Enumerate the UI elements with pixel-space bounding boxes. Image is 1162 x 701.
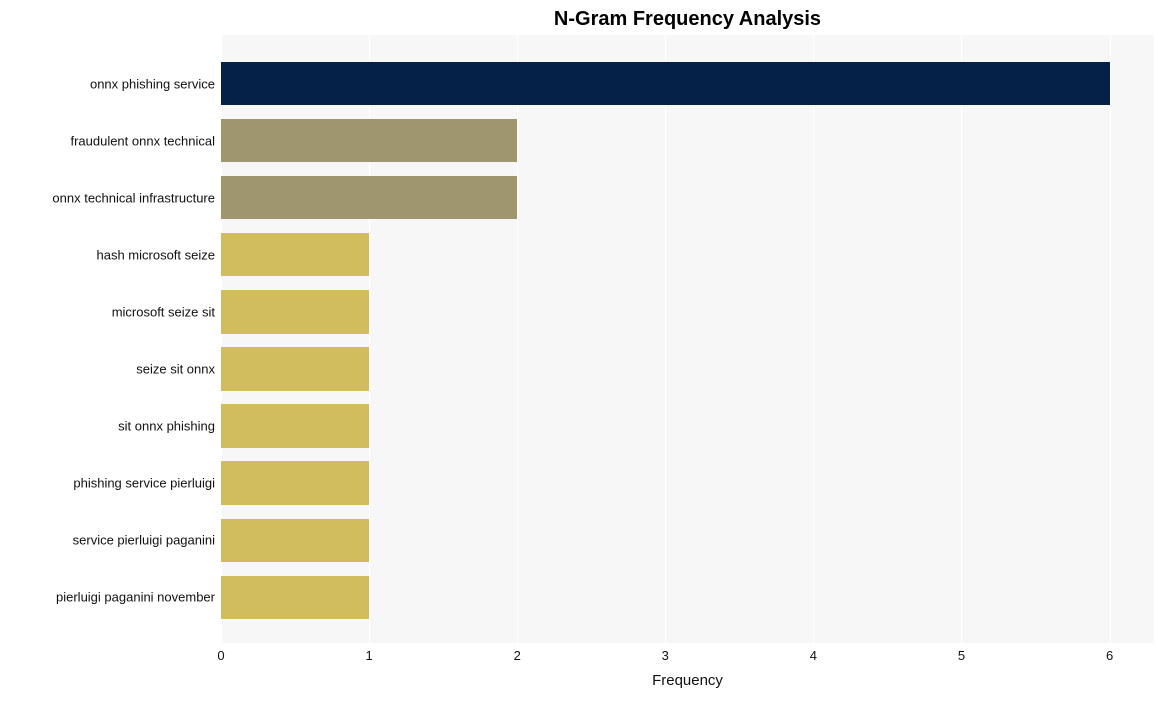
x-tick-label: 3 bbox=[662, 648, 669, 663]
y-tick-label: onnx technical infrastructure bbox=[0, 191, 215, 204]
y-tick-label: pierluigi paganini november bbox=[0, 591, 215, 604]
bar bbox=[221, 62, 1110, 105]
bar bbox=[221, 519, 369, 562]
bar bbox=[221, 347, 369, 390]
x-axis-tick-labels: 0123456 bbox=[221, 648, 1154, 668]
bar bbox=[221, 233, 369, 276]
y-tick-label: service pierluigi paganini bbox=[0, 534, 215, 547]
y-tick-label: phishing service pierluigi bbox=[0, 477, 215, 490]
y-axis-labels: onnx phishing service fraudulent onnx tec… bbox=[0, 35, 215, 643]
bar bbox=[221, 176, 517, 219]
y-tick-label: seize sit onnx bbox=[0, 362, 215, 375]
ngram-bar-chart: N-Gram Frequency Analysis onnx phishing … bbox=[0, 0, 1162, 701]
x-axis-title: Frequency bbox=[221, 672, 1154, 689]
x-tick-label: 0 bbox=[217, 648, 224, 663]
x-tick-label: 2 bbox=[514, 648, 521, 663]
x-tick-label: 6 bbox=[1106, 648, 1113, 663]
chart-title: N-Gram Frequency Analysis bbox=[221, 8, 1154, 31]
y-tick-label: hash microsoft seize bbox=[0, 248, 215, 261]
y-tick-label: fraudulent onnx technical bbox=[0, 134, 215, 147]
plot-area bbox=[221, 35, 1154, 643]
y-tick-label: sit onnx phishing bbox=[0, 420, 215, 433]
y-tick-label: onnx phishing service bbox=[0, 77, 215, 90]
bars-group bbox=[221, 35, 1154, 643]
x-tick-label: 1 bbox=[365, 648, 372, 663]
bar bbox=[221, 404, 369, 447]
x-tick-label: 4 bbox=[810, 648, 817, 663]
bar bbox=[221, 576, 369, 619]
bar bbox=[221, 461, 369, 504]
x-tick-label: 5 bbox=[958, 648, 965, 663]
bar bbox=[221, 290, 369, 333]
y-tick-label: microsoft seize sit bbox=[0, 305, 215, 318]
bar bbox=[221, 119, 517, 162]
